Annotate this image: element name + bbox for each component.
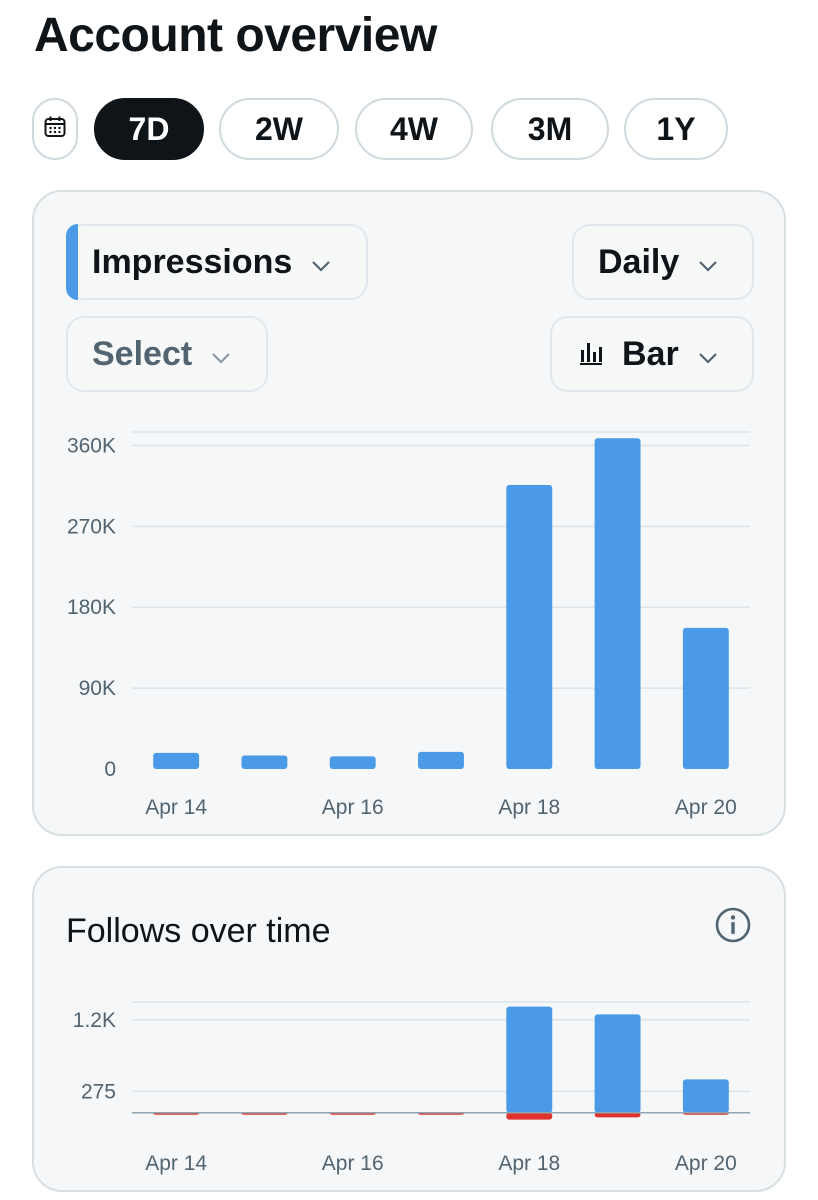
y-tick-label: 0 [104,758,116,781]
date-range-selector: 7D 2W 4W 3M 1Y [32,98,728,160]
range-pill-1y[interactable]: 1Y [624,98,728,160]
range-pill-7d[interactable]: 7D [94,98,204,160]
y-tick-label: 90K [79,677,116,700]
chart-bar [682,627,729,769]
range-pill-2w[interactable]: 2W [219,98,339,160]
chart-type-dropdown-label: Bar [622,334,679,373]
chevron-down-icon [697,243,719,282]
chart-bar [418,751,464,769]
chart-bar [506,485,553,769]
chart-bar [594,1112,641,1118]
y-tick-label: 275 [81,1080,116,1103]
y-tick-label: 360K [67,434,116,457]
x-tick-label: Apr 18 [498,796,560,819]
bar-chart-icon [578,335,604,374]
interval-dropdown[interactable]: Daily [572,224,754,300]
range-pill-3m[interactable]: 3M [491,98,609,160]
page-title: Account overview [34,9,437,62]
x-tick-label: Apr 14 [145,796,207,819]
y-tick-label: 180K [67,596,116,619]
metric-dropdown[interactable]: Impressions [66,224,368,300]
chevron-down-icon [310,243,332,282]
compare-dropdown-label: Select [92,334,193,373]
x-tick-label: Apr 18 [498,1152,560,1175]
x-tick-label: Apr 20 [675,1152,737,1175]
y-tick-label: 270K [67,515,116,538]
follows-card: Follows over time 275 1.2K Apr 14 Apr 16 Apr… [32,866,786,1192]
x-tick-label: Apr 14 [145,1152,207,1175]
chart-bar [594,1014,641,1113]
chart-bar [506,1006,553,1113]
metric-color-indicator [66,224,78,300]
follows-card-title: Follows over time [66,912,331,950]
chart-bar [594,438,641,769]
metric-dropdown-label: Impressions [92,242,293,281]
calendar-icon [43,115,67,144]
chart-bar [241,755,288,769]
range-pill-4w[interactable]: 4W [355,98,473,160]
x-tick-label: Apr 16 [322,1152,384,1175]
x-tick-label: Apr 16 [322,796,384,819]
chart-bar [329,756,376,769]
info-icon[interactable] [714,906,752,949]
chart-bar [682,1079,729,1113]
chevron-down-icon [210,335,232,374]
impressions-bar-chart: 0 90K 180K 270K 360K Apr 14 Apr 16 Apr 18 Apr 20 [67,431,750,819]
chevron-down-icon [697,335,719,374]
chart-type-dropdown[interactable]: Bar [550,316,754,392]
interval-dropdown-label: Daily [598,242,680,281]
chart-bar [506,1112,553,1120]
follows-bar-chart: 275 1.2K Apr 14 Apr 16 Apr 18 Apr 20 [73,1001,750,1175]
chart-bar [153,752,200,769]
x-tick-label: Apr 20 [675,796,737,819]
calendar-button[interactable] [32,98,78,160]
impressions-card: Impressions Daily Select Bar [32,190,786,836]
y-tick-label: 1.2K [73,1009,116,1032]
compare-dropdown[interactable]: Select [66,316,268,392]
